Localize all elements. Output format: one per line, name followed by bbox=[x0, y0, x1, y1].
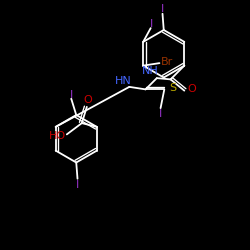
Text: O: O bbox=[187, 84, 196, 94]
Text: S: S bbox=[170, 83, 177, 93]
Text: O: O bbox=[84, 95, 92, 105]
Text: I: I bbox=[76, 180, 79, 190]
Text: I: I bbox=[159, 110, 162, 120]
Text: I: I bbox=[161, 4, 164, 15]
Text: HO: HO bbox=[49, 130, 66, 140]
Text: HN: HN bbox=[115, 76, 132, 86]
Text: I: I bbox=[70, 90, 73, 100]
Text: I: I bbox=[150, 19, 153, 29]
Text: Br: Br bbox=[161, 57, 173, 67]
Text: NH: NH bbox=[142, 66, 159, 76]
